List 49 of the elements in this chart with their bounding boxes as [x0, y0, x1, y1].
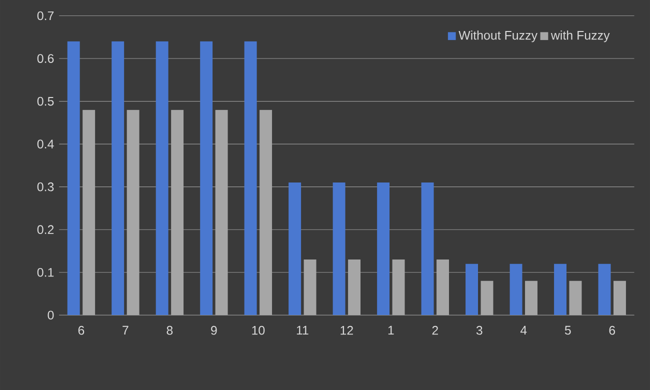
- y-tick-label: 0: [48, 310, 54, 320]
- x-tick-label: 6: [609, 326, 616, 335]
- x-tick-label: 4: [520, 326, 527, 335]
- bar: [215, 110, 228, 316]
- bar: [377, 182, 390, 316]
- bar: [421, 182, 434, 316]
- x-tick-label: 9: [211, 326, 217, 335]
- x-tick-label: 5: [564, 326, 571, 335]
- bar: [126, 110, 140, 316]
- bar: [480, 280, 494, 316]
- y-tick-label: 0.1: [37, 268, 54, 277]
- bar: [260, 110, 272, 316]
- bar: [569, 280, 582, 316]
- bar: [156, 41, 168, 316]
- bar: [525, 280, 538, 316]
- bar: [436, 260, 449, 316]
- bar: [598, 264, 611, 316]
- legend-label: Without Fuzzy: [458, 30, 538, 42]
- bar: [614, 280, 626, 316]
- bar: [332, 182, 346, 316]
- bar: [112, 41, 124, 316]
- bar: [82, 110, 96, 316]
- y-tick-label: 0.2: [37, 225, 54, 234]
- x-tick-label: 11: [296, 326, 308, 335]
- bar: [466, 264, 478, 316]
- bar: [304, 260, 316, 316]
- bar: [392, 260, 405, 316]
- y-tick-label: 0.4: [37, 140, 54, 148]
- bar: [510, 264, 522, 316]
- y-tick-label: 0.7: [37, 11, 54, 20]
- bar: [554, 264, 566, 316]
- bar: [200, 41, 213, 316]
- bar: [244, 41, 257, 316]
- x-tick-label: 12: [340, 326, 353, 335]
- y-tick-label: 0.3: [37, 182, 54, 192]
- bar: [67, 41, 80, 316]
- bar: [288, 182, 302, 316]
- y-tick-label: 0.5: [37, 96, 54, 106]
- y-tick-label: 0.6: [37, 54, 54, 63]
- x-tick-label: 3: [476, 326, 482, 335]
- x-tick-label: 10: [252, 326, 265, 335]
- bar: [348, 260, 361, 316]
- bar: [171, 110, 184, 316]
- x-tick-label: 8: [166, 326, 173, 335]
- x-tick-label: 6: [78, 326, 84, 335]
- x-tick-label: 1: [388, 326, 394, 335]
- x-tick-label: 7: [122, 326, 128, 335]
- x-tick-label: 2: [432, 326, 438, 335]
- legend-label: with Fuzzy: [550, 30, 610, 42]
